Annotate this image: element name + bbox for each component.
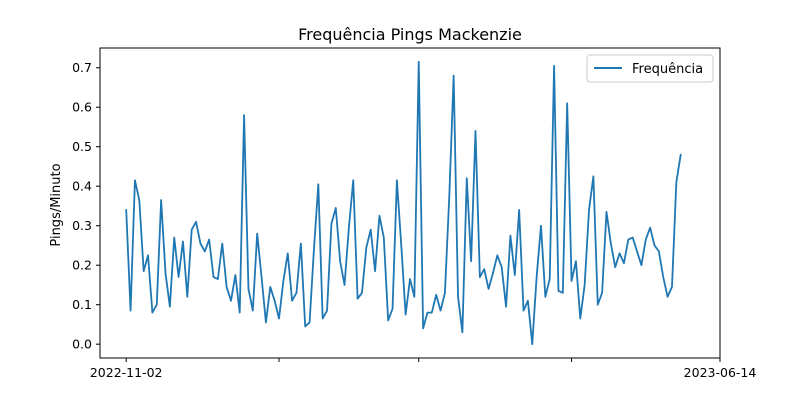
plot-frame xyxy=(99,47,721,359)
legend: Frequência xyxy=(586,54,714,83)
x-axis-ticks: 2022-11-02 2023-06-14 xyxy=(90,358,756,380)
x-tick-label: 2022-11-02 xyxy=(90,365,163,380)
y-tick-label: 0.3 xyxy=(72,218,92,233)
y-tick-label: 0.6 xyxy=(72,100,92,115)
series-layer xyxy=(125,60,682,346)
legend-label: Frequência xyxy=(632,62,703,77)
x-tick-label: 2023-06-14 xyxy=(684,365,757,380)
y-tick-label: 0.4 xyxy=(72,179,92,194)
series-line-0 xyxy=(125,60,682,346)
y-tick-label: 0.0 xyxy=(72,337,92,352)
y-tick-label: 0.7 xyxy=(72,60,92,75)
y-tick-label: 0.1 xyxy=(72,297,92,312)
y-tick-label: 0.2 xyxy=(72,258,92,273)
y-tick-label: 0.5 xyxy=(72,139,92,154)
chart-title: Frequência Pings Mackenzie xyxy=(298,25,522,44)
y-axis-label: Pings/Minuto xyxy=(49,163,64,246)
y-axis-ticks: 0.0 0.1 0.2 0.3 0.4 0.5 0.6 0.7 xyxy=(72,60,100,352)
legend-box xyxy=(586,54,714,83)
